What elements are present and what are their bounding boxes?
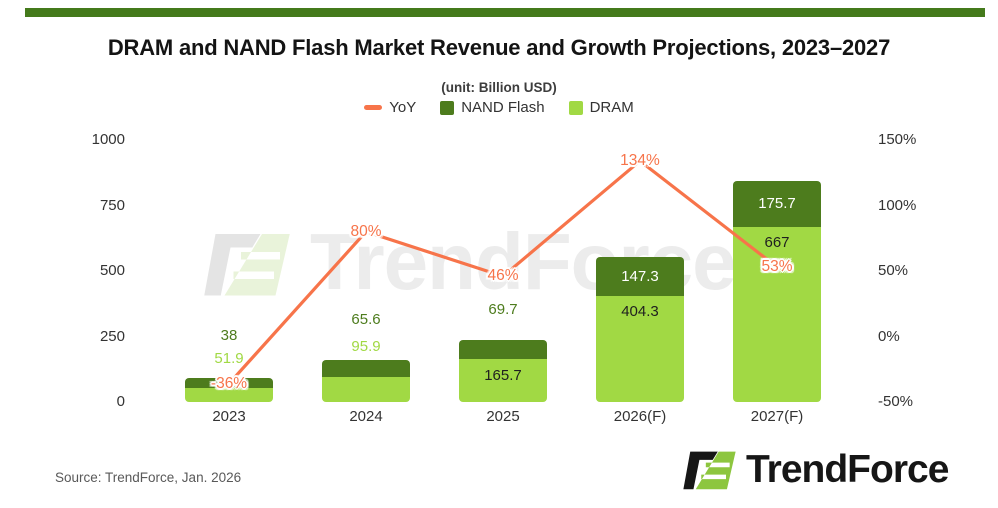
y-axis-left-tick: 0 <box>116 393 125 410</box>
y-axis-right-tick: 50% <box>878 262 909 279</box>
bar-2027(F)[interactable] <box>733 181 821 402</box>
trendforce-logo-icon <box>683 451 736 490</box>
chart-legend: YoY NAND Flash DRAM <box>0 99 998 116</box>
bar-segment-dram-2024[interactable] <box>322 376 410 402</box>
trendforce-logo: TrendForce <box>682 447 949 493</box>
dram-swatch-icon <box>568 100 583 115</box>
y-axis-left-tick: 1000 <box>91 131 125 148</box>
yoy-value-label: 46% <box>487 267 519 285</box>
nand-value-label: 175.7 <box>758 195 796 213</box>
bar-segment-nand-2025[interactable] <box>459 340 547 359</box>
x-axis-label: 2024 <box>349 408 383 425</box>
chart-title: DRAM and NAND Flash Market Revenue and G… <box>107 35 891 60</box>
unit-note: (unit: Billion USD) <box>441 80 557 95</box>
dram-value-label: 667 <box>764 234 790 252</box>
top-accent-bar <box>25 8 985 17</box>
x-axis-label: 2025 <box>486 408 520 425</box>
yoy-value-label: 134% <box>620 151 660 169</box>
bar-segment-nand-2024[interactable] <box>322 359 410 377</box>
x-axis-label: 2026(F) <box>613 408 667 425</box>
dram-value-label: 95.9 <box>351 337 381 355</box>
y-axis-right-tick: 0% <box>878 327 900 345</box>
yoy-line-swatch-icon <box>364 105 383 110</box>
source-note: Source: TrendForce, Jan. 2026 <box>55 470 242 485</box>
nand-value-label: 38 <box>220 327 238 345</box>
trendforce-watermark-icon <box>204 234 290 296</box>
y-axis-left-tick: 500 <box>99 262 125 279</box>
bar-segment-dram-2027(F)[interactable] <box>733 227 821 402</box>
legend-item-nand-flash[interactable]: NAND Flash <box>440 99 545 116</box>
legend-label-nand-flash: NAND Flash <box>461 99 545 116</box>
y-axis-right-tick: -50% <box>878 393 914 410</box>
x-axis-label: 2027(F) <box>750 408 804 425</box>
dram-value-label: 165.7 <box>484 366 522 384</box>
dram-value-label: 404.3 <box>621 303 659 321</box>
dram-value-label: 51.9 <box>214 350 244 368</box>
y-axis-right-tick: 100% <box>878 196 917 214</box>
yoy-value-label: 80% <box>350 222 382 240</box>
yoy-value-label: 53% <box>761 258 793 276</box>
legend-item-yoy[interactable]: YoY <box>364 99 416 116</box>
y-axis-left-tick: 250 <box>99 327 125 345</box>
nand-value-label: 147.3 <box>621 267 659 285</box>
nand-value-label: 65.6 <box>351 310 381 328</box>
legend-label-yoy: YoY <box>389 99 417 116</box>
legend-label-dram: DRAM <box>589 99 634 116</box>
logo-text: TrendForce <box>746 448 949 491</box>
nand-value-label: 69.7 <box>488 301 518 319</box>
nand-flash-swatch-icon <box>440 100 455 115</box>
legend-item-dram[interactable]: DRAM <box>568 99 634 116</box>
y-axis-right-tick: 150% <box>878 131 917 148</box>
bar-segment-dram-2023[interactable] <box>185 388 273 402</box>
x-axis-label: 2023 <box>212 408 246 425</box>
bar-2024[interactable] <box>322 359 410 402</box>
yoy-value-label: -36% <box>210 374 248 392</box>
y-axis-left-tick: 750 <box>99 196 125 214</box>
